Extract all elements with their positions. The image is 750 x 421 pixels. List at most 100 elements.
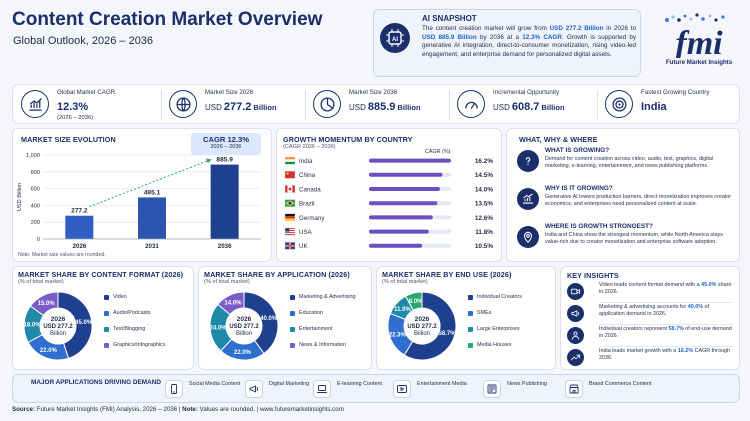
why-question: WHY IS IT GROWING?	[545, 185, 613, 192]
donut-center-label: 2026	[51, 316, 66, 323]
kpi-value: USD 277.2 Billion	[205, 97, 309, 115]
why-question: WHERE IS GROWTH STRONGEST?	[545, 223, 653, 230]
gauge-icon	[457, 90, 485, 118]
donut-slice	[57, 291, 93, 359]
location-pin-icon	[517, 226, 539, 248]
bar	[65, 215, 94, 239]
share-title: MARKET SHARE BY END USE (2026)	[382, 270, 512, 279]
cagr-badge-value: CAGR 12.3%	[202, 135, 249, 144]
why-question: WHAT IS GROWING?	[545, 147, 610, 154]
country-label: China	[299, 172, 316, 179]
donut-slice-label: 22.0%	[40, 348, 58, 354]
megaphone-icon	[245, 380, 263, 398]
kpi-prefix: USD	[205, 103, 222, 112]
country-chart: India 16.2% China 14.5% Canada 14.0% Brazil 13.…	[284, 156, 493, 250]
footer-source: Source: Future Market Insights (FMI) Ana…	[12, 406, 344, 413]
svg-text:AI: AI	[392, 37, 398, 43]
bar-value-label: 885.9	[216, 157, 233, 164]
legend-label: SMEs	[477, 310, 492, 316]
donut-slice	[404, 291, 423, 311]
legend-label: Text/Blogging	[113, 326, 146, 332]
ai-snapshot-panel: AI AI SNAPSHOT The content creation mark…	[373, 9, 641, 77]
x-tick-label: 2026	[72, 243, 86, 250]
country-value-label: 10.5%	[475, 243, 493, 250]
donut-slice-label: 15.0%	[38, 301, 56, 307]
pie-icon	[313, 90, 341, 118]
donut-slice-label: 40.0%	[260, 316, 278, 322]
donut-center-label: USD 277.2	[407, 324, 437, 330]
donut-slice-label: 24.0%	[210, 326, 228, 332]
country-value-label: 12.6%	[475, 215, 493, 222]
market-size-chart: 0 200 400 600 800 1,000 USD Billion 277.2 2026 49…	[17, 153, 261, 250]
legend-label: Graphics/Infographics	[113, 342, 166, 348]
application-label: Brand Commerce Content	[589, 381, 652, 387]
legend-swatch	[104, 343, 109, 348]
smartphone-icon	[165, 380, 183, 398]
trend-up-icon	[567, 349, 584, 366]
kpi-label: Incremental Opportunity	[493, 89, 560, 96]
country-bar	[369, 243, 423, 248]
footer-note-text: Values are rounded. | www.futuremarketin…	[197, 406, 344, 413]
country-bar	[369, 201, 438, 206]
legend-label: Entertainment	[299, 326, 333, 332]
y-tick-label: 1,000	[26, 153, 40, 159]
kpi-value: 12.3%	[57, 97, 161, 115]
insights-panel: KEY INSIGHTS Video leads content format …	[560, 266, 740, 370]
country-flag	[284, 171, 296, 179]
share-title: MARKET SHARE BY CONTENT FORMAT (2026)	[18, 270, 184, 279]
cagr-badge-period: 2026 – 2036	[210, 144, 242, 150]
kpi-number: 608.7	[511, 101, 540, 113]
cagr-badge: CAGR 12.3% 2026 – 2036	[191, 133, 261, 155]
legend-swatch	[290, 295, 295, 300]
play-icon	[393, 380, 411, 398]
kpi-divider	[449, 90, 450, 120]
insight-divider	[599, 302, 733, 303]
legend-label: Large Enterprises	[477, 326, 520, 332]
kpi-value: USD 608.7 Billion	[493, 97, 597, 115]
donut-center-label: Billion	[236, 331, 252, 337]
bar-value-label: 495.1	[144, 189, 161, 196]
bar-value-label: 277.2	[71, 208, 88, 215]
country-flag	[284, 185, 296, 193]
donut-slice-label: 18.0%	[24, 322, 42, 328]
legend-label: Education	[299, 310, 323, 316]
share-title: MARKET SHARE BY APPLICATION (2026)	[204, 270, 350, 279]
kpi-label: Fastest Growing Country	[641, 89, 710, 96]
fmi-logo-mark: fmi	[665, 13, 725, 62]
donut-center-label: USD 277.2	[43, 324, 73, 330]
country-label: Canada	[299, 186, 321, 193]
y-tick-label: 0	[37, 237, 40, 243]
why-answer: Demand for content creation across video…	[545, 156, 714, 169]
legend-swatch	[468, 311, 473, 316]
donut-center-label: Billion	[414, 331, 430, 337]
kpi-strip: Global Market CAGR 12.3% (2026 – 2036) Mark…	[12, 84, 740, 124]
donut-center	[404, 308, 440, 344]
applications-panel: MAJOR APPLICATIONS DRIVING DEMAND Social…	[12, 374, 740, 403]
application-label: Digital Marketing	[269, 381, 310, 387]
market-size-note: Note: Market size values are rounded.	[18, 252, 106, 258]
legend-label: Individual Creators	[477, 294, 522, 300]
kpi-number: India	[641, 101, 667, 113]
footer-note-label: Note:	[182, 406, 198, 413]
insight-divider	[599, 346, 733, 347]
insight-text: India leads market growth with a 16.2% C…	[599, 348, 730, 361]
page-subtitle: Global Outlook, 2026 – 2036	[13, 35, 154, 47]
growth-icon	[517, 188, 539, 210]
kpi-number: 277.2	[223, 101, 252, 113]
newspaper-icon	[483, 380, 501, 398]
bar	[138, 197, 166, 239]
application-label: Social Media Content	[189, 381, 241, 387]
country-flag	[284, 213, 296, 222]
insight-text: Marketing & advertising accounts for 40.…	[599, 304, 709, 317]
ai-snapshot-text: The content creation market will grow fr…	[422, 25, 636, 58]
donut-center	[226, 308, 262, 344]
fmi-logo: fmi Future Market Insights	[655, 12, 743, 72]
country-value-label: 11.8%	[475, 229, 493, 236]
applications-title: MAJOR APPLICATIONS DRIVING DEMAND	[31, 379, 161, 386]
donut-center	[40, 308, 76, 344]
target-icon	[605, 90, 633, 118]
x-tick-label: 2036	[218, 243, 232, 250]
kpi-value: India	[641, 97, 745, 115]
ai-chip-icon: AI	[380, 23, 410, 53]
legend-swatch	[290, 327, 295, 332]
